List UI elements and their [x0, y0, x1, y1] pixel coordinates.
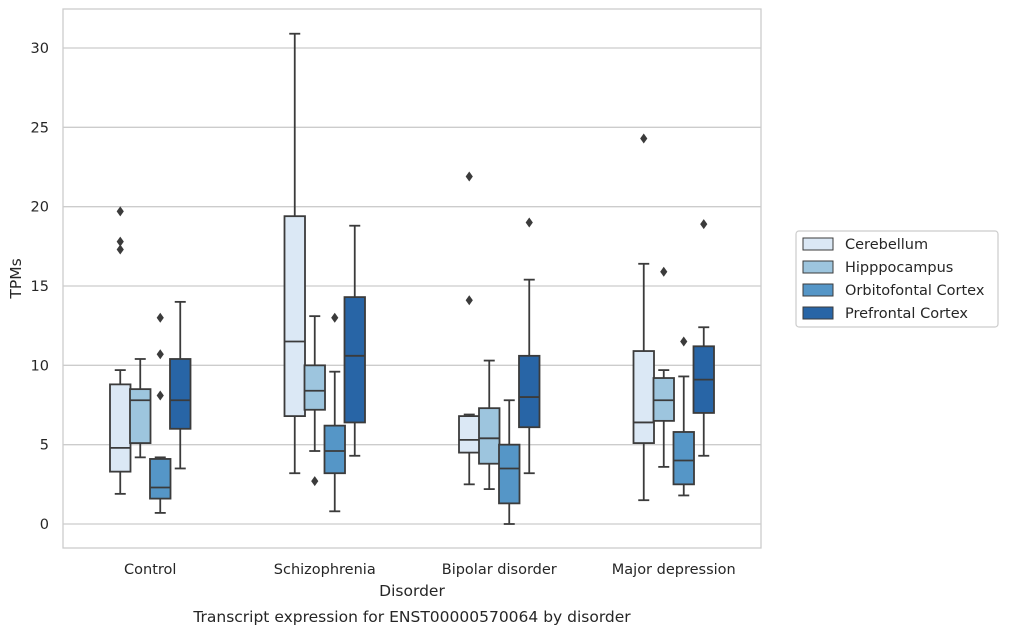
x-axis-label: Disorder — [379, 582, 445, 600]
legend-frame — [795, 230, 999, 328]
outlier-point — [465, 295, 473, 306]
y-tick-label: 15 — [31, 279, 49, 295]
box-body — [149, 458, 172, 500]
y-tick-label: 5 — [40, 438, 49, 454]
legend-entry: Prefrontal Cortex — [845, 306, 968, 322]
outlier-point — [116, 206, 124, 217]
series-orbitofontal-cortex — [149, 312, 695, 525]
series-cerebellum — [109, 32, 655, 502]
box-0 — [109, 206, 132, 495]
legend-swatch — [802, 237, 834, 251]
outlier-point — [156, 349, 164, 360]
x-tick-label: Schizophrenia — [274, 562, 376, 578]
box-1 — [283, 32, 306, 475]
box-body — [478, 407, 501, 465]
box-body — [169, 358, 192, 430]
plot-frame — [62, 8, 762, 549]
x-tick-label: Bipolar disorder — [442, 562, 557, 578]
box-body — [323, 424, 346, 475]
outlier-point — [525, 217, 533, 228]
legend-swatch — [802, 260, 834, 274]
x-tick-labels: Control Schizophrenia Bipolar disorder Majo… — [124, 562, 736, 578]
outlier-point — [700, 219, 708, 230]
box-2 — [498, 399, 521, 525]
box-body — [109, 383, 132, 473]
x-tick-label: Control — [124, 562, 176, 578]
x-tick-label: Major depression — [612, 562, 736, 578]
box-2 — [518, 217, 541, 475]
outlier-point — [156, 312, 164, 323]
series-prefrontal-cortex — [169, 217, 715, 475]
legend-swatch — [802, 283, 834, 297]
legend-entry: Hipppocampus — [845, 260, 953, 276]
y-tick-label: 25 — [31, 120, 49, 136]
outlier-point — [331, 312, 339, 323]
box-body — [518, 354, 541, 429]
outlier-point — [640, 133, 648, 144]
legend: Cerebellum Hipppocampus Orbitofontal Corte… — [795, 230, 999, 328]
box-3 — [652, 266, 675, 468]
box-series — [109, 32, 715, 525]
y-tick-labels: 0 5 10 15 20 25 30 — [31, 41, 49, 533]
outlier-point — [156, 390, 164, 401]
outlier-point — [311, 476, 319, 487]
box-1 — [323, 312, 346, 513]
box-3 — [672, 336, 695, 497]
box-2 — [478, 359, 501, 490]
box-3 — [692, 219, 715, 457]
series-hipppocampus — [129, 266, 675, 490]
y-tick-label: 30 — [31, 41, 49, 57]
box-0 — [129, 358, 152, 459]
box-1 — [343, 224, 366, 457]
box-body — [498, 443, 521, 505]
box-body — [343, 296, 366, 424]
y-tick-label: 10 — [31, 358, 49, 374]
legend-entry: Orbitofontal Cortex — [845, 283, 985, 299]
box-1 — [303, 315, 326, 487]
outlier-point — [465, 171, 473, 182]
grid-lines — [63, 47, 761, 525]
box-body — [672, 431, 695, 486]
chart-caption: Transcript expression for ENST0000057006… — [192, 608, 631, 626]
box-3 — [632, 133, 655, 502]
box-body — [458, 415, 481, 454]
box-body — [283, 215, 306, 418]
outlier-point — [116, 236, 124, 247]
box-body — [303, 364, 326, 411]
box-body — [129, 388, 152, 444]
y-tick-label: 0 — [40, 517, 49, 533]
y-tick-label: 20 — [31, 200, 49, 216]
y-axis-label: TPMs — [7, 258, 25, 299]
box-2 — [458, 171, 481, 486]
outlier-point — [660, 266, 668, 277]
legend-swatch — [802, 306, 834, 320]
box-0 — [149, 312, 172, 514]
box-0 — [169, 300, 192, 470]
outlier-point — [116, 244, 124, 255]
legend-entry: Cerebellum — [845, 237, 928, 253]
outlier-point — [680, 336, 688, 347]
box-body — [632, 350, 655, 444]
